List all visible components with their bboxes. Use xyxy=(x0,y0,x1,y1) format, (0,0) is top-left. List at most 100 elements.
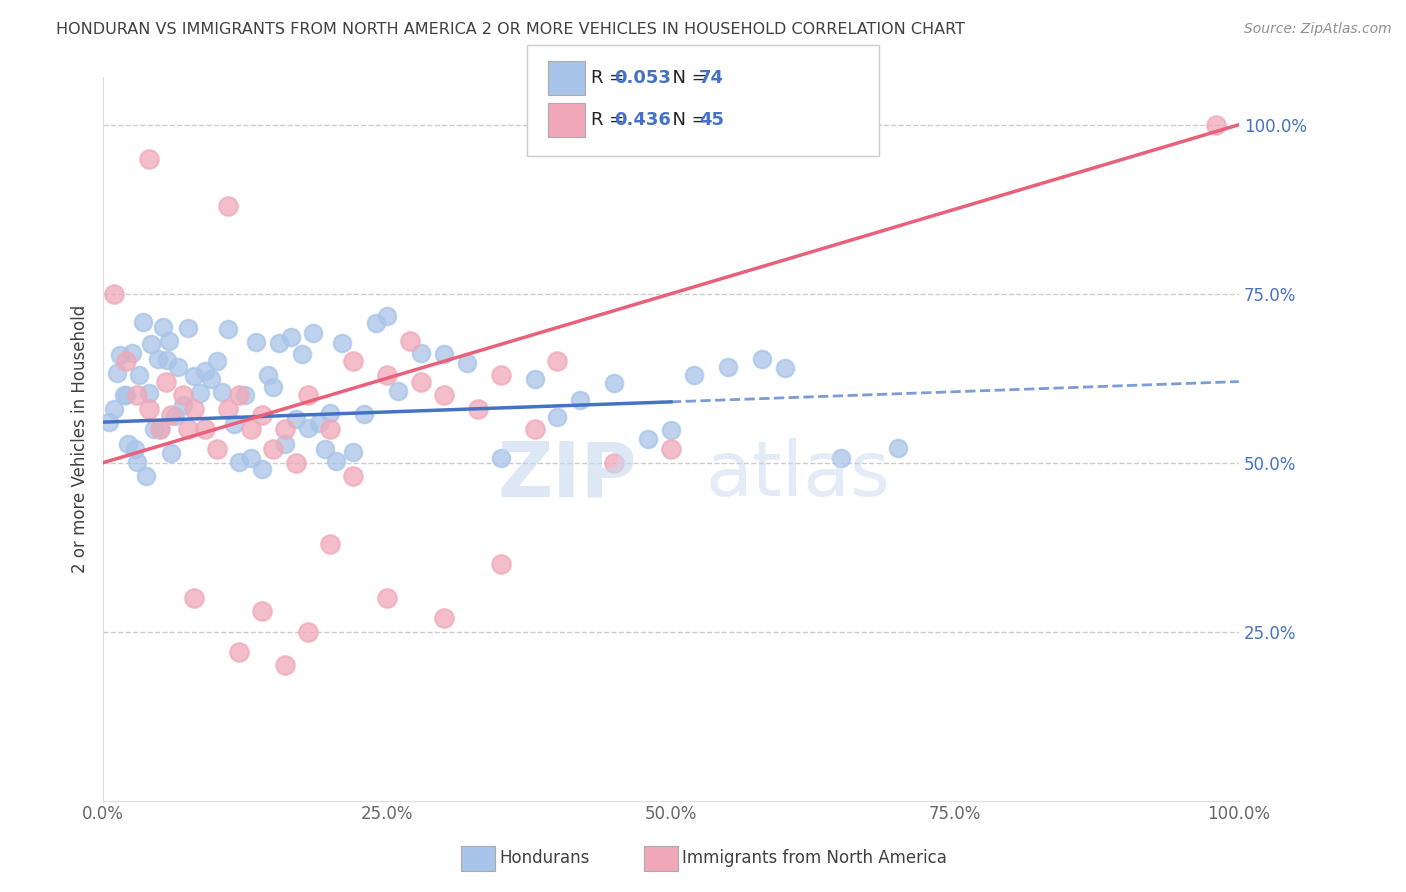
Point xyxy=(637,432,659,446)
Point xyxy=(228,645,250,659)
Point xyxy=(274,658,297,673)
Point xyxy=(149,422,172,436)
Point xyxy=(830,451,852,466)
Point xyxy=(127,388,149,402)
Point xyxy=(467,401,489,416)
Point xyxy=(156,353,179,368)
Point xyxy=(387,384,409,398)
Point xyxy=(411,346,433,360)
Point xyxy=(132,314,155,328)
Point xyxy=(205,354,228,368)
Point xyxy=(177,422,200,436)
Point xyxy=(342,469,364,483)
Point xyxy=(239,450,262,465)
Point xyxy=(398,334,420,348)
Text: 45: 45 xyxy=(699,112,724,129)
Point xyxy=(183,401,205,416)
Point xyxy=(280,330,302,344)
Point xyxy=(105,367,128,381)
Point xyxy=(1205,118,1227,132)
Point xyxy=(297,624,319,639)
Point xyxy=(217,401,239,416)
Point xyxy=(155,375,177,389)
Point xyxy=(330,336,353,351)
Point xyxy=(200,372,222,386)
Point xyxy=(302,326,325,340)
Point xyxy=(250,461,273,475)
Point xyxy=(546,354,568,368)
Point xyxy=(659,442,682,457)
Point xyxy=(375,368,398,382)
Text: Immigrants from North America: Immigrants from North America xyxy=(682,849,946,867)
Point xyxy=(433,347,456,361)
Point xyxy=(682,368,704,383)
Point xyxy=(250,604,273,618)
Point xyxy=(157,334,180,348)
Point xyxy=(135,468,157,483)
Point xyxy=(205,442,228,457)
Point xyxy=(183,369,205,384)
Point xyxy=(160,446,183,460)
Point xyxy=(263,380,285,394)
Point xyxy=(172,388,194,402)
Text: Source: ZipAtlas.com: Source: ZipAtlas.com xyxy=(1244,22,1392,37)
Point xyxy=(124,442,146,456)
Point xyxy=(773,361,796,376)
Text: Hondurans: Hondurans xyxy=(499,849,589,867)
Point xyxy=(188,386,211,401)
Point xyxy=(160,409,183,423)
Point xyxy=(127,455,149,469)
Text: 0.436: 0.436 xyxy=(614,112,671,129)
Point xyxy=(143,422,166,436)
Point xyxy=(285,412,308,426)
Point xyxy=(245,334,267,349)
Point xyxy=(489,557,512,571)
Point xyxy=(138,401,160,416)
Point xyxy=(274,422,297,436)
Point xyxy=(717,360,740,375)
Point xyxy=(319,422,342,436)
Point xyxy=(222,417,245,432)
Point xyxy=(172,398,194,412)
Point xyxy=(308,417,330,431)
Point xyxy=(285,456,308,470)
Text: 74: 74 xyxy=(699,69,724,87)
Point xyxy=(163,409,186,423)
Text: R =: R = xyxy=(591,69,630,87)
Point xyxy=(375,591,398,605)
Point xyxy=(103,286,125,301)
Text: HONDURAN VS IMMIGRANTS FROM NORTH AMERICA 2 OR MORE VEHICLES IN HOUSEHOLD CORREL: HONDURAN VS IMMIGRANTS FROM NORTH AMERIC… xyxy=(56,22,966,37)
Point xyxy=(353,407,375,421)
Point xyxy=(112,388,135,402)
Point xyxy=(167,359,190,374)
Text: atlas: atlas xyxy=(704,438,890,512)
Point xyxy=(117,437,139,451)
Point xyxy=(569,392,592,407)
Point xyxy=(217,199,239,213)
Point xyxy=(523,422,546,436)
Text: R =: R = xyxy=(591,112,630,129)
Point xyxy=(228,388,250,402)
Point xyxy=(152,320,174,334)
Point xyxy=(115,354,138,368)
Point xyxy=(274,437,297,451)
Point xyxy=(325,454,347,468)
Point xyxy=(751,352,773,367)
Point xyxy=(108,348,131,362)
Point xyxy=(411,375,433,389)
Point xyxy=(297,388,319,402)
Point xyxy=(263,442,285,457)
Point xyxy=(603,456,626,470)
Point xyxy=(319,405,342,419)
Point xyxy=(217,322,239,336)
Point xyxy=(546,409,568,424)
Point xyxy=(177,320,200,334)
Y-axis label: 2 or more Vehicles in Household: 2 or more Vehicles in Household xyxy=(72,305,89,574)
Point xyxy=(314,442,336,457)
Point xyxy=(149,422,172,436)
Point xyxy=(342,444,364,458)
Point xyxy=(138,152,160,166)
Text: N =: N = xyxy=(661,69,713,87)
Point xyxy=(211,384,233,399)
Point xyxy=(233,388,256,402)
